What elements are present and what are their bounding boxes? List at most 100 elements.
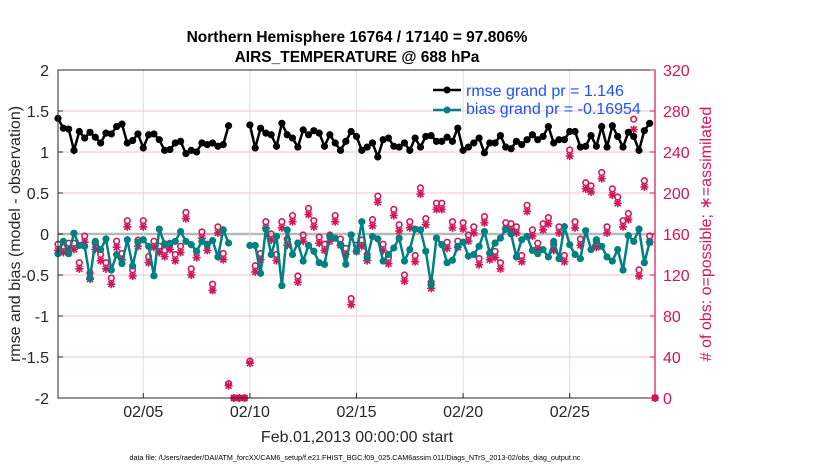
asterisk-stroke [182, 215, 190, 223]
bias-point [192, 247, 201, 255]
asterisk-stroke [288, 218, 297, 226]
obs-assimilated-marker [597, 174, 606, 183]
x-tick-label: 02/05 [123, 404, 163, 421]
rmse-point [411, 134, 419, 142]
bias-point [224, 239, 233, 247]
rmse-point [294, 143, 302, 151]
obs-possible-marker [512, 223, 521, 231]
bias-point [267, 250, 275, 259]
y-tick-label: 2 [40, 63, 49, 80]
rmse-point [603, 143, 611, 151]
bias-point [422, 247, 430, 255]
asterisk-stroke [432, 205, 441, 213]
rmse-point [480, 149, 489, 157]
bias-point [432, 234, 441, 242]
rmse-point [219, 141, 227, 149]
rmse-point [555, 136, 563, 144]
rmse-point [448, 137, 457, 145]
bias-point [171, 237, 179, 245]
asterisk-stroke [480, 219, 488, 227]
y-tick-label: 0 [40, 227, 49, 244]
asterisk-stroke [438, 205, 446, 213]
y-tick-label-right: 320 [663, 63, 690, 80]
asterisk-stroke [598, 175, 606, 183]
rmse-point [251, 144, 259, 152]
bias-point [406, 245, 414, 254]
legend: rmse grand pr = 1.146 bias grand pr = -0… [433, 83, 641, 118]
obs-possible-marker [470, 223, 478, 231]
bias-point [294, 239, 302, 247]
obs-assimilated-marker [331, 217, 340, 226]
bias-point [75, 241, 83, 250]
bias-point [299, 257, 307, 265]
bias-point [81, 242, 89, 250]
obs-possible-marker [331, 211, 339, 220]
legend-bias-label: bias grand pr = -0.16954 [466, 101, 641, 118]
rmse-point [422, 132, 430, 141]
asterisk-stroke [416, 190, 425, 198]
bias-point [310, 247, 318, 255]
asterisk-stroke [587, 188, 595, 196]
obs-possible-marker [299, 231, 307, 239]
obs-possible-marker [459, 219, 467, 227]
asterisk-stroke [129, 272, 137, 280]
bias-point [123, 236, 131, 244]
rmse-point [299, 126, 307, 134]
bias-point [262, 225, 270, 233]
asterisk-stroke [390, 211, 398, 220]
y-axis-right-label: # of obs: o=possible; ∗=assimilated [698, 107, 715, 361]
obs-possible-marker [571, 218, 579, 226]
asterisk-stroke [635, 272, 643, 280]
asterisk-stroke [448, 224, 457, 232]
rmse-point [624, 128, 632, 136]
rmse-point [75, 127, 83, 136]
asterisk-stroke [491, 254, 499, 262]
obs-assimilated-marker [555, 228, 564, 237]
bias-point [155, 225, 163, 233]
rmse-point [331, 139, 339, 147]
bias-point [187, 241, 195, 249]
bias-point [646, 238, 654, 246]
rmse-point [70, 146, 78, 154]
y-tick-label: 1 [40, 145, 49, 162]
bias-point [523, 232, 531, 241]
bias-point [102, 235, 110, 243]
asterisk-stroke [97, 257, 105, 265]
obs-possible-marker [208, 280, 217, 288]
obs-possible-marker [576, 235, 584, 243]
obs-possible-marker [598, 168, 606, 177]
y-tick-label: -2 [35, 391, 49, 408]
bias-point [86, 274, 94, 282]
obs-possible-marker [400, 271, 409, 279]
bias-point [91, 237, 99, 245]
y-tick-label-right: 120 [663, 268, 690, 285]
bias-point [560, 223, 568, 231]
bias-point [304, 241, 313, 250]
obs-possible-marker [395, 221, 403, 229]
bias-point [214, 253, 222, 261]
asterisk-stroke [528, 232, 536, 240]
bias-point [544, 253, 552, 261]
obs-assimilated-marker [139, 222, 148, 231]
asterisk-stroke [331, 218, 339, 226]
asterisk-stroke [395, 227, 403, 235]
bias-point [630, 237, 638, 245]
obs-possible-marker [288, 211, 297, 220]
bias-point [598, 242, 606, 250]
bias-point [246, 241, 254, 250]
rmse-point [406, 146, 414, 154]
bias-point [107, 266, 115, 274]
obs-possible-marker [390, 205, 398, 213]
bias-point [374, 235, 382, 243]
bias-point [113, 250, 121, 259]
asterisk-stroke [459, 225, 467, 233]
rmse-point [528, 131, 537, 139]
asterisk-stroke [619, 223, 627, 231]
bias-point [619, 266, 627, 274]
bias-point [198, 237, 206, 245]
bias-point [571, 250, 579, 259]
rmse-point [320, 142, 329, 150]
obs-possible-marker [107, 274, 115, 282]
asterisk-stroke [251, 268, 259, 276]
